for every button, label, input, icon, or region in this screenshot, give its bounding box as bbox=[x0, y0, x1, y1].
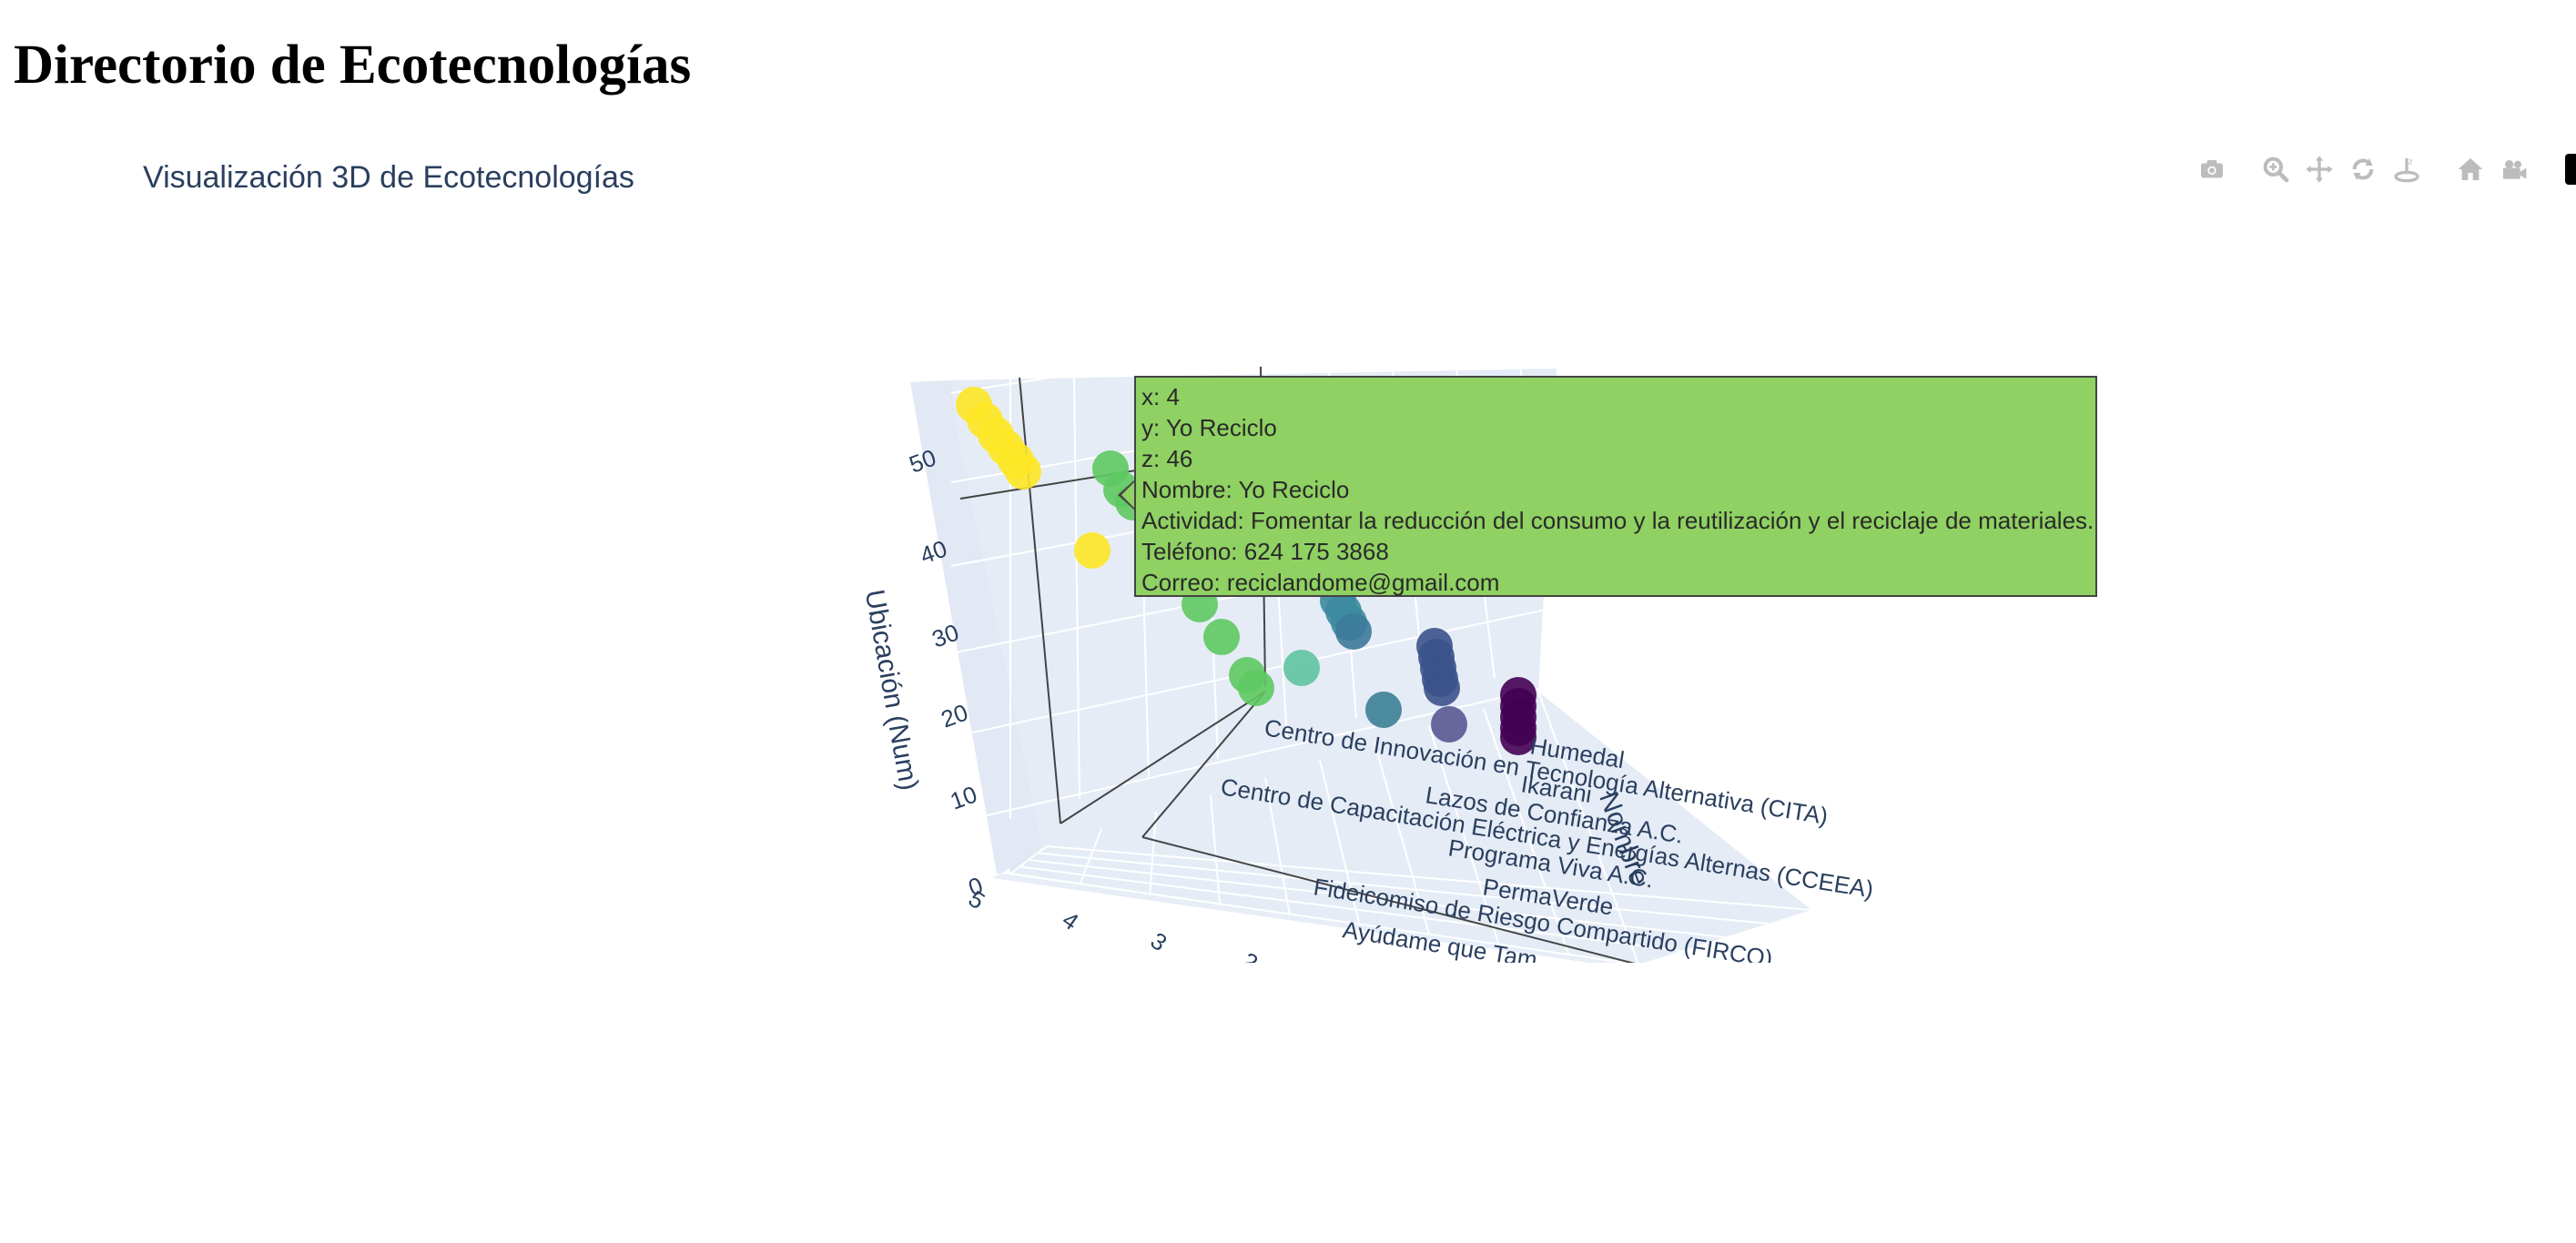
data-marker-13 bbox=[1238, 670, 1274, 706]
hover-tooltip: x: 4 y: Yo Reciclo z: 46 Nombre: Yo Reciclo… bbox=[1134, 376, 2097, 597]
x-tick-label-2: 3 bbox=[1146, 926, 1172, 956]
z-axis-title: Ubicación (Num) bbox=[859, 587, 924, 793]
hover-line-4: Actividad: Fomentar la reducción del con… bbox=[1141, 507, 2094, 534]
floor-grid-8 bbox=[1483, 708, 1570, 955]
spike-line-floor bbox=[1141, 691, 1266, 838]
x-axis-back-line bbox=[1060, 691, 1266, 824]
floor-grid-4 bbox=[1264, 777, 1291, 915]
hover-line-1: y: Yo Reciclo bbox=[1141, 414, 1277, 441]
page-title: Directorio de Ecotecnologías bbox=[14, 35, 692, 96]
data-marker-24 bbox=[1424, 670, 1460, 706]
hover-line-6: Correo: reciclandome@gmail.com bbox=[1141, 569, 1500, 596]
floor-plane bbox=[1010, 692, 1811, 965]
x-tick-label-1: 4 bbox=[1058, 905, 1084, 935]
z-gridline-5 bbox=[950, 298, 1548, 394]
svg-text:z: z bbox=[2409, 157, 2413, 167]
orbit-rotation-icon[interactable] bbox=[2345, 151, 2381, 187]
hover-line-2: z: 46 bbox=[1141, 445, 1193, 472]
z-tick-label-2: 20 bbox=[938, 699, 971, 733]
floor-grid-7 bbox=[1428, 725, 1500, 945]
hover-arrow-fill bbox=[1121, 480, 1136, 510]
floor-xgrid-4 bbox=[1046, 845, 1812, 911]
data-marker-6 bbox=[1074, 532, 1111, 569]
y-axis-line bbox=[1141, 836, 1639, 965]
x-tick-label-0: 5 bbox=[964, 884, 990, 915]
floor-grid-6 bbox=[1374, 743, 1430, 935]
hover-line-5: Teléfono: 624 175 3868 bbox=[1141, 538, 1389, 565]
chart-title: Visualización 3D de Ecotecnologías bbox=[143, 160, 634, 195]
floor-grid-9 bbox=[1537, 691, 1639, 965]
floor-xgrid-2 bbox=[1028, 859, 1726, 938]
data-marker-5 bbox=[1005, 453, 1041, 490]
data-marker-18 bbox=[1335, 613, 1372, 650]
z-tick-label-1: 10 bbox=[947, 781, 980, 815]
data-marker-25 bbox=[1431, 706, 1467, 743]
zoom-icon[interactable] bbox=[2257, 151, 2294, 187]
data-marker-14 bbox=[1283, 650, 1320, 686]
turntable-rotation-icon[interactable]: z bbox=[2388, 151, 2425, 187]
data-marker-19 bbox=[1365, 692, 1402, 728]
modebar: z bbox=[2194, 149, 2576, 189]
floor-xgrid-1 bbox=[1019, 865, 1682, 952]
plot-clip-mask bbox=[0, 963, 2576, 1243]
camera-view-icon[interactable] bbox=[2496, 151, 2532, 187]
data-marker-11 bbox=[1203, 619, 1240, 655]
plotly-logo-icon[interactable] bbox=[2565, 154, 2576, 185]
data-marker-30 bbox=[1500, 719, 1536, 755]
camera-icon[interactable] bbox=[2194, 151, 2230, 187]
floor-xgrid-0 bbox=[1009, 873, 1639, 965]
hover-line-3: Nombre: Yo Reciclo bbox=[1141, 476, 1350, 503]
hover-line-0: x: 4 bbox=[1141, 383, 1180, 410]
side-wall bbox=[910, 380, 1042, 874]
pan-icon[interactable] bbox=[2301, 151, 2338, 187]
home-icon[interactable] bbox=[2452, 151, 2489, 187]
floor-grid-2 bbox=[1149, 812, 1157, 894]
floor-grid-3 bbox=[1210, 794, 1221, 904]
floor-xgrid-3 bbox=[1037, 852, 1769, 925]
back-vgrid-1 bbox=[1073, 376, 1080, 800]
